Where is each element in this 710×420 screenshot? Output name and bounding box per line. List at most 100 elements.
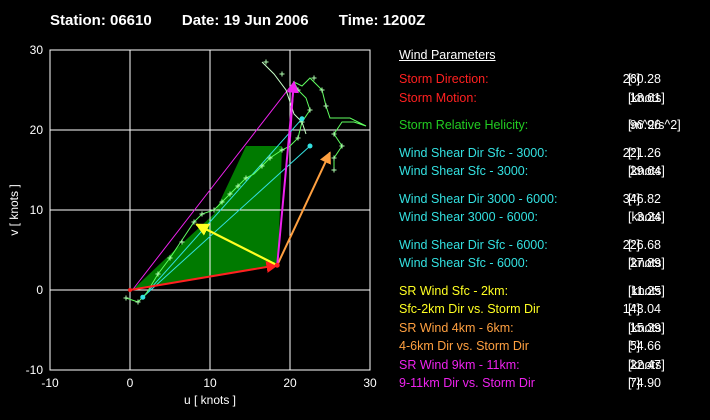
x-tick-label: -10 [41,376,59,390]
parameter-label: Storm Direction: [399,72,489,86]
station-label: Station: 06610 [50,12,152,29]
y-axis-label: v [ knots ] [7,184,21,235]
wind-parameters-list: Storm Direction: 260.28 [°] Storm Motion: 18… [399,72,704,395]
hodograph-marker [295,135,301,141]
parameter-label: Storm Motion: [399,90,477,105]
parameter-label: Wind Shear 3000 - 6000: [399,210,538,224]
parameter-unit: [knots] [628,210,665,224]
hodograph-marker [227,191,233,197]
parameter-unit: [°] [628,302,640,316]
header: Station: 06610 Date: 19 Jun 2006 Time: 1… [50,12,451,29]
y-tick-label: 0 [36,283,43,297]
parameter-unit: [knots] [628,320,665,335]
parameter-value: 346.82 [622,191,661,206]
parameter-value: 143.04 [622,302,661,316]
parameter-unit: [knots] [628,164,665,178]
parameter-value: 54.66 [629,339,661,353]
hodograph-marker [331,131,337,137]
x-tick-label: 10 [203,376,217,390]
parameter-value: 29.64 [629,164,661,178]
parameter-unit: [knots] [628,256,665,270]
parameter-label: 9-11km Dir vs. Storm Dir [399,376,535,390]
helicity-area [132,146,282,290]
parameter-unit: [knots] [628,357,665,372]
parameter-row: Storm Direction: 260.28 [°] [399,72,704,91]
parameter-row: Wind Shear Sfc - 3000: 29.64 [knots] [399,164,704,183]
time-label: Time: 1200Z [338,12,426,29]
parameter-unit: [°] [628,339,640,353]
layer-mean-point [140,294,146,300]
hodograph-marker [279,147,285,153]
parameter-value: 260.28 [622,72,661,86]
hodograph-marker [191,219,197,225]
hodograph-marker [243,175,249,181]
parameter-label: Wind Shear Dir Sfc - 3000: [399,145,548,160]
hodograph-marker [235,183,241,189]
parameter-unit: [m^2/s^2] [628,118,681,132]
parameter-row: 9-11km Dir vs. Storm Dir 74.90 [°] [399,376,704,395]
x-axis-label: u [ knots ] [184,393,236,407]
hodograph-marker [219,199,225,205]
parameter-value: 27.89 [629,256,661,270]
group-gap [399,229,704,238]
sr-wind-9-11km-vector [276,80,299,266]
shear-line [142,145,311,298]
parameter-label: 4-6km Dir vs. Storm Dir [399,339,529,353]
parameter-label: Storm Relative Helicity: [399,118,529,132]
parameter-label: Wind Shear Sfc - 6000: [399,256,529,270]
layer-mean-point [299,116,305,122]
y-tick-label: 30 [30,43,44,57]
storm-motion-point [274,262,280,268]
hodograph-marker [155,271,161,277]
parameter-value: 15.39 [629,320,661,335]
parameter-label: Wind Shear Dir Sfc - 6000: [399,237,548,252]
hodograph-marker [123,295,129,301]
parameter-unit: [knots] [628,283,665,298]
hodograph-marker [339,143,345,149]
layer-mean-point [307,143,313,149]
parameter-label: SR Wind Sfc - 2km: [399,283,509,298]
x-tick-label: 30 [363,376,377,390]
parameter-row: Wind Shear Dir Sfc - 6000: 226.68 [°] [399,238,704,257]
parameter-row: Storm Relative Helicity: 96.96 [m^2/s^2] [399,118,704,137]
shear-line [142,118,303,298]
hodograph-marker [267,155,273,161]
parameter-row: Wind Shear Dir Sfc - 3000: 221.26 [°] [399,146,704,165]
parameter-row: SR Wind Sfc - 2km: 11.25 [knots] [399,284,704,303]
hodograph-marker [199,211,205,217]
y-tick-label: -10 [26,363,44,377]
parameter-label: Wind Shear Sfc - 3000: [399,164,529,178]
y-tick-label: 20 [30,123,44,137]
date-label: Date: 19 Jun 2006 [181,12,309,29]
group-gap [399,137,704,146]
sr-wind-4-6km-vector [276,151,331,266]
hodograph-marker [307,107,313,113]
wind-parameters-title: Wind Parameters [399,48,496,62]
y-tick-label: 10 [30,203,44,217]
hodograph-marker [319,87,325,93]
parameter-value: 22.47 [629,357,661,372]
parameter-unit: [knots] [628,90,665,105]
parameter-row: SR Wind 9km - 11km: 22.47 [knots] [399,358,704,377]
hodograph-marker [135,299,141,305]
hodograph-marker [263,59,269,65]
parameter-row: 4-6km Dir vs. Storm Dir 54.66 [°] [399,339,704,358]
group-gap [399,275,704,284]
hodograph-marker [311,75,317,81]
parameter-label: SR Wind 9km - 11km: [399,357,520,372]
x-tick-label: 20 [283,376,297,390]
parameter-value: 11.25 [630,283,661,298]
parameter-value: 18.61 [629,90,661,105]
x-tick-label: 0 [127,376,134,390]
parameter-value: 96.96 [629,118,661,132]
parameter-label: Sfc-2km Dir vs. Storm Dir [399,302,540,316]
parameter-row: Storm Motion: 18.61 [knots] [399,91,704,110]
parameter-unit: [°] [628,191,640,206]
parameter-row: SR Wind 4km - 6km: 15.39 [knots] [399,321,704,340]
hodograph-marker [323,103,329,109]
hodograph-marker [211,207,217,213]
parameter-value: 226.68 [622,237,661,252]
hodograph-marker [331,167,337,173]
hodograph-marker [331,155,337,161]
hodograph-trace-light [261,61,307,135]
